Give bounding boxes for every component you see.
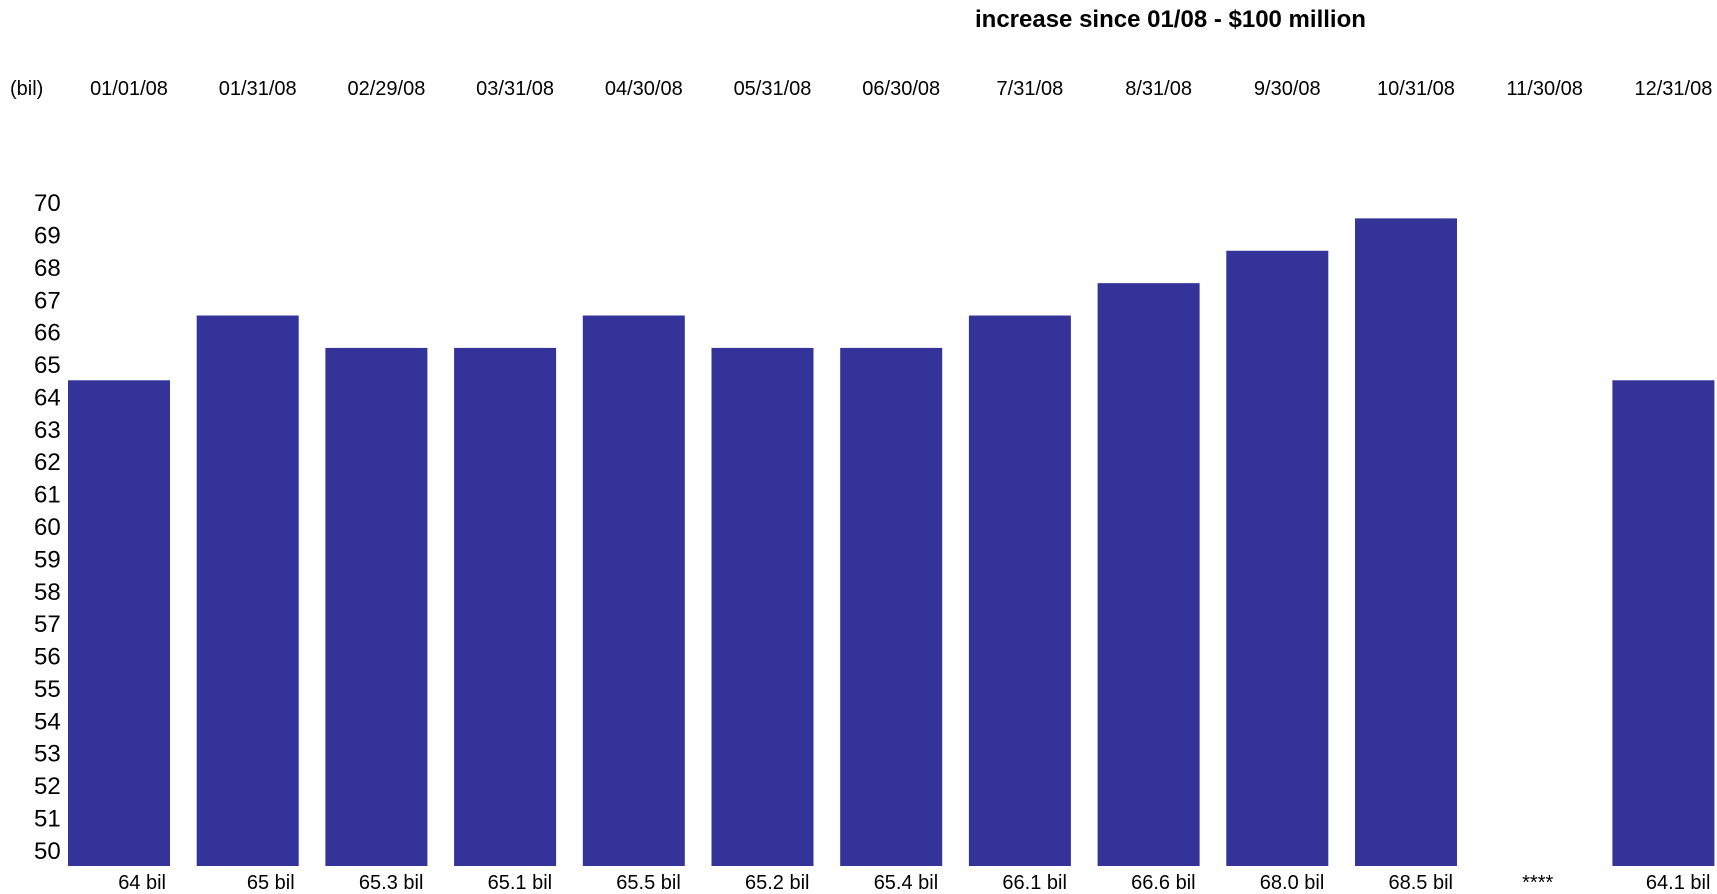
y-tick-label: 53 — [34, 741, 61, 768]
value-label: 66.6 bil — [1131, 872, 1196, 894]
bar — [68, 380, 170, 866]
chart-title: increase since 01/08 - $100 million — [975, 6, 1366, 33]
y-tick-label: 66 — [34, 320, 61, 347]
date-label: 7/31/08 — [997, 78, 1064, 100]
bar — [1355, 218, 1457, 866]
date-label: 04/30/08 — [605, 78, 683, 100]
bar — [582, 315, 685, 866]
bar — [196, 315, 299, 866]
bar — [840, 347, 943, 866]
y-tick-label: 67 — [34, 287, 61, 314]
y-tick-label: 58 — [34, 579, 61, 606]
date-label: 01/31/08 — [219, 78, 297, 100]
y-unit-label: (bil) — [10, 78, 43, 100]
bar — [711, 347, 814, 866]
bar — [1097, 283, 1200, 867]
y-tick-label: 50 — [34, 838, 61, 865]
date-label: 12/31/08 — [1634, 78, 1712, 100]
date-label: 06/30/08 — [862, 78, 940, 100]
value-label: 65.2 bil — [745, 872, 810, 894]
y-tick-label: 69 — [34, 223, 61, 250]
y-tick-label: 70 — [34, 190, 61, 217]
date-label: 01/01/08 — [90, 78, 168, 100]
value-label: 65.4 bil — [874, 872, 939, 894]
value-label: 65.1 bil — [488, 872, 553, 894]
y-axis-ticks: 70 69 68 67 66 65 64 63 62 61 60 59 58 57 56 55 54 53 52 51… — [34, 190, 61, 865]
y-tick-label: 57 — [34, 611, 61, 638]
value-label: 66.1 bil — [1002, 872, 1067, 894]
date-label: 02/29/08 — [347, 78, 425, 100]
value-label: 65.3 bil — [359, 872, 424, 894]
bar — [968, 315, 1071, 866]
y-tick-label: 51 — [34, 805, 61, 832]
date-label: 8/31/08 — [1125, 78, 1192, 100]
date-label: 11/30/08 — [1507, 78, 1583, 100]
y-tick-label: 55 — [34, 676, 61, 703]
date-label: 03/31/08 — [476, 78, 554, 100]
bar — [1612, 380, 1715, 866]
date-label: 10/31/08 — [1377, 78, 1455, 100]
y-tick-label: 62 — [34, 449, 61, 476]
y-tick-label: 65 — [34, 352, 61, 379]
bar — [1226, 250, 1329, 866]
date-label: 9/30/08 — [1254, 78, 1321, 100]
value-label: 65 bil — [247, 872, 295, 894]
date-labels: 01/01/08 01/31/08 02/29/08 03/31/08 04/30/08… — [90, 78, 1712, 100]
bars — [68, 218, 1715, 867]
value-label: 68.5 bil — [1389, 872, 1454, 894]
y-tick-label: 60 — [34, 514, 61, 541]
value-label: 64 bil — [118, 872, 166, 894]
y-tick-label: 63 — [34, 417, 61, 444]
value-labels: 64 bil 65 bil 65.3 bil 65.1 bil 65.5 bil 65.2… — [118, 872, 1710, 894]
bar — [454, 347, 557, 866]
bar — [325, 347, 428, 866]
value-label: 68.0 bil — [1260, 872, 1325, 894]
y-tick-label: 68 — [34, 255, 61, 282]
value-label: 64.1 bil — [1646, 872, 1711, 894]
date-label: 05/31/08 — [734, 78, 812, 100]
y-tick-label: 64 — [34, 384, 61, 411]
value-label: **** — [1522, 872, 1553, 894]
y-tick-label: 59 — [34, 546, 61, 573]
y-tick-label: 56 — [34, 644, 61, 671]
y-tick-label: 61 — [34, 482, 61, 509]
value-label: 65.5 bil — [616, 872, 681, 894]
y-tick-label: 54 — [34, 708, 61, 735]
y-tick-label: 52 — [34, 773, 61, 800]
